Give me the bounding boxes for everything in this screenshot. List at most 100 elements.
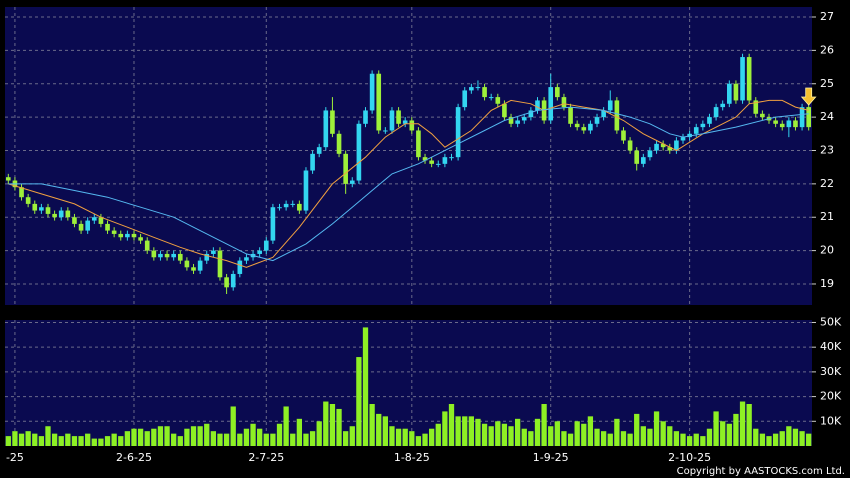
volume-bar [429, 428, 435, 446]
candle-body [799, 107, 805, 128]
candle-body [277, 207, 282, 209]
volume-bar [640, 426, 646, 446]
candle-body [594, 117, 600, 124]
candle-body [164, 253, 170, 258]
volume-bar [376, 413, 382, 446]
volume-bar [541, 404, 547, 446]
candle-body [502, 103, 507, 118]
volume-bar [91, 438, 97, 446]
x-tick-label: 1-9-25 [533, 451, 569, 464]
volume-bar [799, 431, 805, 446]
candle-body [177, 253, 183, 261]
candle-body [607, 100, 613, 111]
volume-bar [726, 423, 732, 446]
candle-body [85, 220, 90, 231]
candle-body [330, 110, 335, 134]
marker-arrow [800, 87, 817, 106]
volume-bar [753, 428, 759, 446]
candle-body [409, 120, 415, 131]
candle-body [641, 157, 646, 164]
volume-bar [164, 426, 170, 446]
candle-body [508, 117, 514, 124]
volume-bar [435, 423, 441, 446]
volume-bar [382, 416, 388, 446]
candle-body [674, 140, 679, 151]
volume-bar [343, 431, 349, 446]
volume-bar [243, 428, 250, 446]
candle-body [647, 150, 653, 158]
candle-body [158, 253, 163, 258]
volume-bar [283, 406, 289, 446]
candle-body [316, 147, 322, 154]
volume-bar [495, 421, 501, 446]
candle-body [773, 120, 778, 124]
volume-bar [739, 401, 746, 446]
price-panel [5, 7, 812, 305]
y-tick-label: 50K [820, 315, 842, 328]
volume-bar [98, 438, 104, 446]
volume-bar [237, 433, 243, 446]
volume-bar [184, 428, 190, 446]
candle-body [753, 100, 759, 114]
candle-body [727, 83, 732, 104]
candle-body [462, 90, 468, 108]
x-tick-label: 2-6-25 [116, 451, 152, 464]
candle-body [19, 187, 24, 198]
moving-average-line [8, 99, 809, 268]
candle-body [138, 237, 143, 241]
volume-bar [528, 431, 534, 446]
volume-bar [455, 416, 461, 446]
volume-bar [296, 418, 303, 446]
candle-body [72, 217, 77, 224]
candle-body [693, 127, 699, 134]
volume-bar [389, 426, 395, 446]
volume-bar [118, 436, 124, 446]
x-tick-label: 2-7-25 [248, 451, 284, 464]
candle-body [402, 120, 408, 124]
volume-bar [475, 418, 481, 446]
candle-body [303, 170, 309, 211]
volume-bar [772, 433, 779, 446]
volume-bar [85, 433, 91, 446]
candle-body [713, 107, 719, 118]
volume-bar [71, 436, 78, 446]
volume-bar [45, 426, 51, 446]
candle-body [191, 267, 196, 271]
candle-body [197, 260, 203, 271]
volume-bar [607, 433, 613, 446]
volume-bar [706, 428, 713, 446]
volume-bar [746, 404, 752, 446]
volume-bar [587, 416, 594, 446]
candle-body [442, 157, 448, 164]
volume-bar [600, 431, 607, 446]
candle-body [224, 277, 229, 288]
volume-bar [620, 431, 627, 446]
candle-body [422, 157, 428, 161]
volume-bar [124, 431, 131, 446]
volume-bar [779, 431, 785, 446]
candle-body [230, 273, 236, 288]
candle-body [283, 203, 289, 208]
volume-bar [5, 436, 11, 446]
volume-bar [58, 436, 64, 446]
candle-body [111, 230, 117, 234]
volume-bar [614, 418, 620, 446]
candle-body [720, 103, 726, 108]
candle-body [793, 120, 798, 128]
candle-body [535, 100, 540, 111]
volume-bar [409, 431, 415, 446]
volume-bar [157, 426, 164, 446]
volume-bar [144, 431, 150, 446]
volume-bar [733, 413, 739, 446]
candle-body [528, 110, 534, 118]
candle-body [118, 233, 124, 238]
candle-body [548, 87, 554, 121]
candle-body [211, 250, 216, 254]
volume-bar [362, 327, 369, 446]
candle-body [581, 127, 587, 131]
candle-body [105, 223, 110, 231]
volume-bar [673, 431, 680, 446]
candle-body [310, 153, 315, 171]
x-tick-label: 2-10-25 [668, 451, 711, 464]
volume-bar [197, 426, 203, 446]
